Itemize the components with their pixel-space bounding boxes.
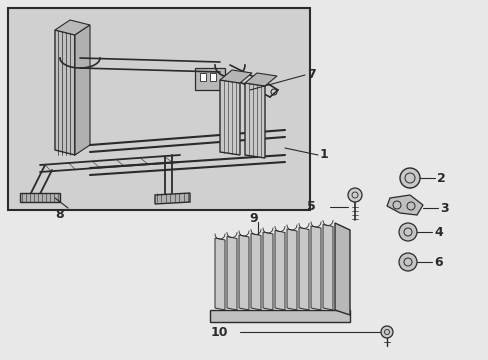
Circle shape (380, 326, 392, 338)
Text: 1: 1 (319, 148, 328, 162)
Polygon shape (55, 30, 75, 155)
Polygon shape (155, 193, 190, 204)
Text: 2: 2 (436, 171, 445, 184)
Polygon shape (220, 70, 251, 83)
Polygon shape (250, 234, 261, 310)
Bar (8, 8, 309, 210)
Circle shape (399, 168, 419, 188)
Text: 4: 4 (433, 225, 442, 238)
Polygon shape (215, 238, 224, 310)
Bar (209, 310, 349, 322)
Circle shape (347, 188, 361, 202)
Polygon shape (323, 225, 332, 310)
Polygon shape (263, 232, 272, 310)
Text: 9: 9 (249, 211, 258, 225)
Polygon shape (226, 237, 237, 310)
Polygon shape (274, 230, 285, 310)
Text: 7: 7 (306, 68, 315, 81)
Text: 3: 3 (439, 202, 447, 215)
Text: 8: 8 (56, 208, 64, 221)
Bar (195, 68, 224, 90)
Text: 10: 10 (210, 325, 227, 338)
Text: 5: 5 (306, 201, 315, 213)
Circle shape (398, 253, 416, 271)
Polygon shape (55, 20, 90, 35)
Polygon shape (239, 235, 248, 310)
Polygon shape (298, 228, 308, 310)
Polygon shape (244, 73, 276, 86)
Polygon shape (75, 25, 90, 155)
Polygon shape (310, 226, 320, 310)
Bar (200, 73, 205, 81)
Polygon shape (286, 229, 296, 310)
Polygon shape (386, 195, 422, 215)
Polygon shape (220, 80, 240, 155)
Bar (209, 73, 216, 81)
Circle shape (398, 223, 416, 241)
Text: 6: 6 (433, 256, 442, 269)
Polygon shape (20, 193, 60, 202)
Polygon shape (334, 223, 349, 315)
Polygon shape (244, 83, 264, 158)
